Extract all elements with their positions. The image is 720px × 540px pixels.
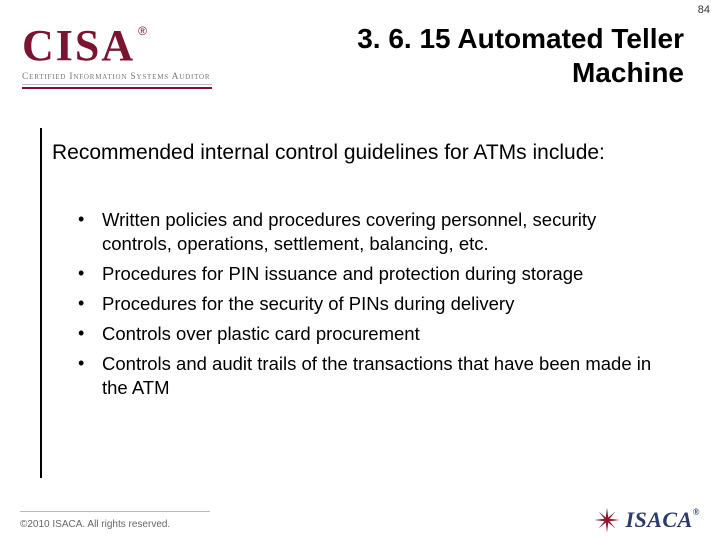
- list-item: Controls and audit trails of the transac…: [78, 352, 668, 400]
- isaca-logo: ISACA®: [593, 506, 700, 534]
- isaca-burst-icon: [593, 506, 621, 534]
- cisa-logo-rule: [22, 87, 212, 89]
- page-number: 84: [698, 4, 710, 16]
- cisa-logo-thin-rule: [22, 84, 212, 85]
- list-item: Procedures for PIN issuance and protecti…: [78, 262, 668, 286]
- list-item: Written policies and procedures covering…: [78, 208, 668, 256]
- cisa-logo: CISA® Certified Information Systems Audi…: [22, 24, 212, 89]
- isaca-logo-registered: ®: [693, 507, 700, 517]
- cisa-logo-subtitle: Certified Information Systems Auditor: [22, 72, 212, 82]
- cisa-logo-registered: ®: [138, 24, 147, 38]
- slide-title: 3. 6. 15 Automated Teller Machine: [304, 22, 684, 89]
- vertical-divider: [40, 128, 42, 478]
- isaca-logo-word: ISACA®: [625, 507, 700, 533]
- footer-rule: [20, 511, 210, 512]
- copyright-text: ©2010 ISACA. All rights reserved.: [20, 519, 170, 530]
- isaca-brand-text: ISACA: [625, 507, 692, 532]
- list-item: Procedures for the security of PINs duri…: [78, 292, 668, 316]
- list-item: Controls over plastic card procurement: [78, 322, 668, 346]
- intro-text: Recommended internal control guidelines …: [52, 140, 612, 166]
- cisa-logo-word: CISA: [22, 24, 135, 68]
- slide: 84 CISA® Certified Information Systems A…: [0, 0, 720, 540]
- bullet-list: Written policies and procedures covering…: [78, 208, 668, 406]
